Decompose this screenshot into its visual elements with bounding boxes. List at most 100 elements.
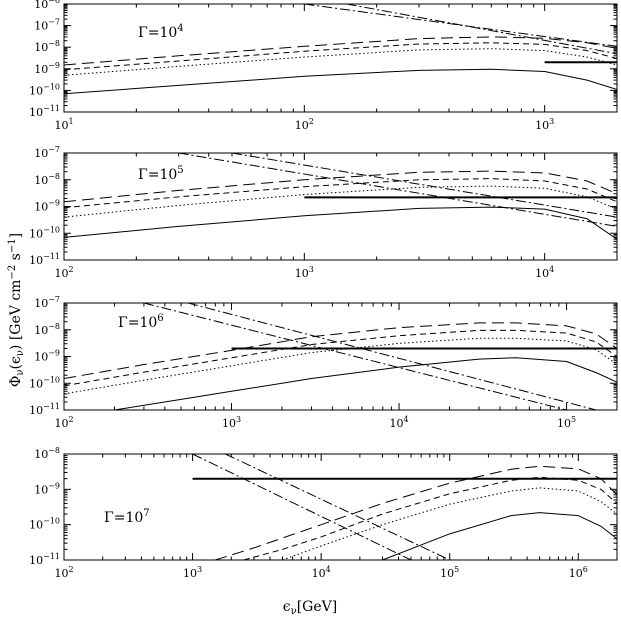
y-tick-exponent: −8 xyxy=(48,172,60,181)
y-tick-exponent: −9 xyxy=(48,61,60,70)
y-tick-base: 10 xyxy=(34,20,48,33)
y-tick-label: 10−11 xyxy=(29,552,60,567)
y-tick-label: 10−7 xyxy=(34,18,60,33)
x-title-subscript: ν xyxy=(291,606,297,617)
y-tick-exponent: −10 xyxy=(43,517,60,526)
series-line-long-dash xyxy=(64,322,617,380)
series-line-short-dash xyxy=(243,476,617,560)
series-line-dash-dot xyxy=(346,4,617,55)
x-tick-base: 10 xyxy=(312,567,326,580)
x-tick-base: 10 xyxy=(54,267,68,280)
x-tick-base: 10 xyxy=(535,119,549,132)
series-line-long-dash xyxy=(64,170,617,203)
y-tick-label: 10−6 xyxy=(34,0,60,11)
gamma-label-exponent: 5 xyxy=(177,165,183,176)
y-tick-base: 10 xyxy=(34,448,48,461)
y-tick-label: 10−10 xyxy=(29,82,60,97)
gamma-label: Γ=107 xyxy=(104,508,150,526)
x-tick-label: 103 xyxy=(295,265,314,280)
x-tick-label: 101 xyxy=(54,117,73,132)
x-title-unit: [GeV] xyxy=(297,599,338,615)
series-group xyxy=(64,303,617,410)
x-tick-base: 10 xyxy=(54,567,68,580)
x-tick-base: 10 xyxy=(557,417,571,430)
x-tick-base: 10 xyxy=(54,119,68,132)
x-tick-label: 103 xyxy=(535,117,554,132)
y-tick-label: 10−11 xyxy=(29,402,60,417)
y-tick-exponent: −10 xyxy=(43,375,60,384)
y-tick-exponent: −10 xyxy=(43,82,60,91)
y-tick-base: 10 xyxy=(34,63,48,76)
x-tick-label: 102 xyxy=(54,415,73,430)
x-tick-label: 102 xyxy=(295,117,314,132)
series-line-dash-dot xyxy=(231,153,617,218)
gamma-label-exponent: 6 xyxy=(157,313,163,324)
y-tick-exponent: −7 xyxy=(48,18,60,27)
y-tick-label: 10−10 xyxy=(29,225,60,240)
series-line-dash-dot xyxy=(143,303,567,410)
series-group xyxy=(192,454,617,560)
gamma-label: Γ=105 xyxy=(138,165,184,183)
gamma-label-text: Γ=10 xyxy=(118,315,157,331)
y-tick-label: 10−8 xyxy=(34,322,60,337)
x-tick-exponent: 3 xyxy=(197,565,202,574)
y-tick-exponent: −7 xyxy=(48,295,60,304)
gamma-label-text: Γ=10 xyxy=(138,167,177,183)
gamma-label: Γ=106 xyxy=(118,313,164,331)
x-tick-exponent: 3 xyxy=(549,117,554,126)
series-line-dotted xyxy=(64,48,617,76)
y-tick-label: 10−9 xyxy=(34,199,60,214)
y-tick-base: 10 xyxy=(29,519,43,532)
series-group xyxy=(64,4,617,95)
series-line-short-dash xyxy=(64,329,617,387)
series-line-solid xyxy=(114,357,617,410)
x-tick-label: 105 xyxy=(557,415,576,430)
y-tick-base: 10 xyxy=(29,404,43,417)
x-axis-title: ϵν[GeV] xyxy=(283,599,337,617)
y-tick-exponent: −9 xyxy=(48,481,60,490)
y-tick-label: 10−8 xyxy=(34,39,60,54)
x-tick-exponent: 2 xyxy=(309,117,314,126)
x-tick-exponent: 2 xyxy=(68,415,73,424)
y-tick-base: 10 xyxy=(34,351,48,364)
y-tick-label: 10−9 xyxy=(34,481,60,496)
y-title-close: ] xyxy=(8,233,24,238)
x-tick-label: 104 xyxy=(312,565,331,580)
series-line-dash-dot xyxy=(178,153,617,227)
series-line-solid xyxy=(64,68,617,95)
x-tick-base: 10 xyxy=(295,267,309,280)
y-title-seconds: s xyxy=(8,253,24,265)
y-tick-base: 10 xyxy=(34,147,48,160)
series-line-long-dash xyxy=(64,36,617,66)
y-tick-label: 10−10 xyxy=(29,375,60,390)
y-tick-exponent: −8 xyxy=(48,446,60,455)
x-tick-base: 10 xyxy=(295,119,309,132)
series-line-dotted xyxy=(282,487,617,560)
series-line-solid xyxy=(64,206,617,240)
y-tick-base: 10 xyxy=(29,84,43,97)
series-line-solid xyxy=(382,512,617,560)
panels: 101 102 10310−1110−1010−910−810−710−6Γ=104… xyxy=(29,0,618,580)
x-tick-base: 10 xyxy=(569,567,583,580)
x-tick-base: 10 xyxy=(535,267,549,280)
y-tick-label: 10−10 xyxy=(29,517,60,532)
series-line-dotted xyxy=(64,185,617,218)
y-tick-base: 10 xyxy=(34,174,48,187)
x-tick-base: 10 xyxy=(222,417,236,430)
x-tick-label: 105 xyxy=(440,565,459,580)
gamma-label-text: Γ=10 xyxy=(138,25,177,41)
y-tick-base: 10 xyxy=(34,41,48,54)
y-tick-exponent: −8 xyxy=(48,322,60,331)
series-line-dash-dot xyxy=(225,454,450,560)
gamma-label: Γ=104 xyxy=(138,23,184,41)
y-tick-exponent: −8 xyxy=(48,39,60,48)
x-tick-exponent: 5 xyxy=(571,415,576,424)
x-tick-exponent: 3 xyxy=(309,265,314,274)
y-tick-exponent: −11 xyxy=(43,402,60,411)
y-title-symbol: Φ xyxy=(8,376,24,387)
series-line-dotted xyxy=(64,337,617,395)
y-tick-base: 10 xyxy=(34,297,48,310)
